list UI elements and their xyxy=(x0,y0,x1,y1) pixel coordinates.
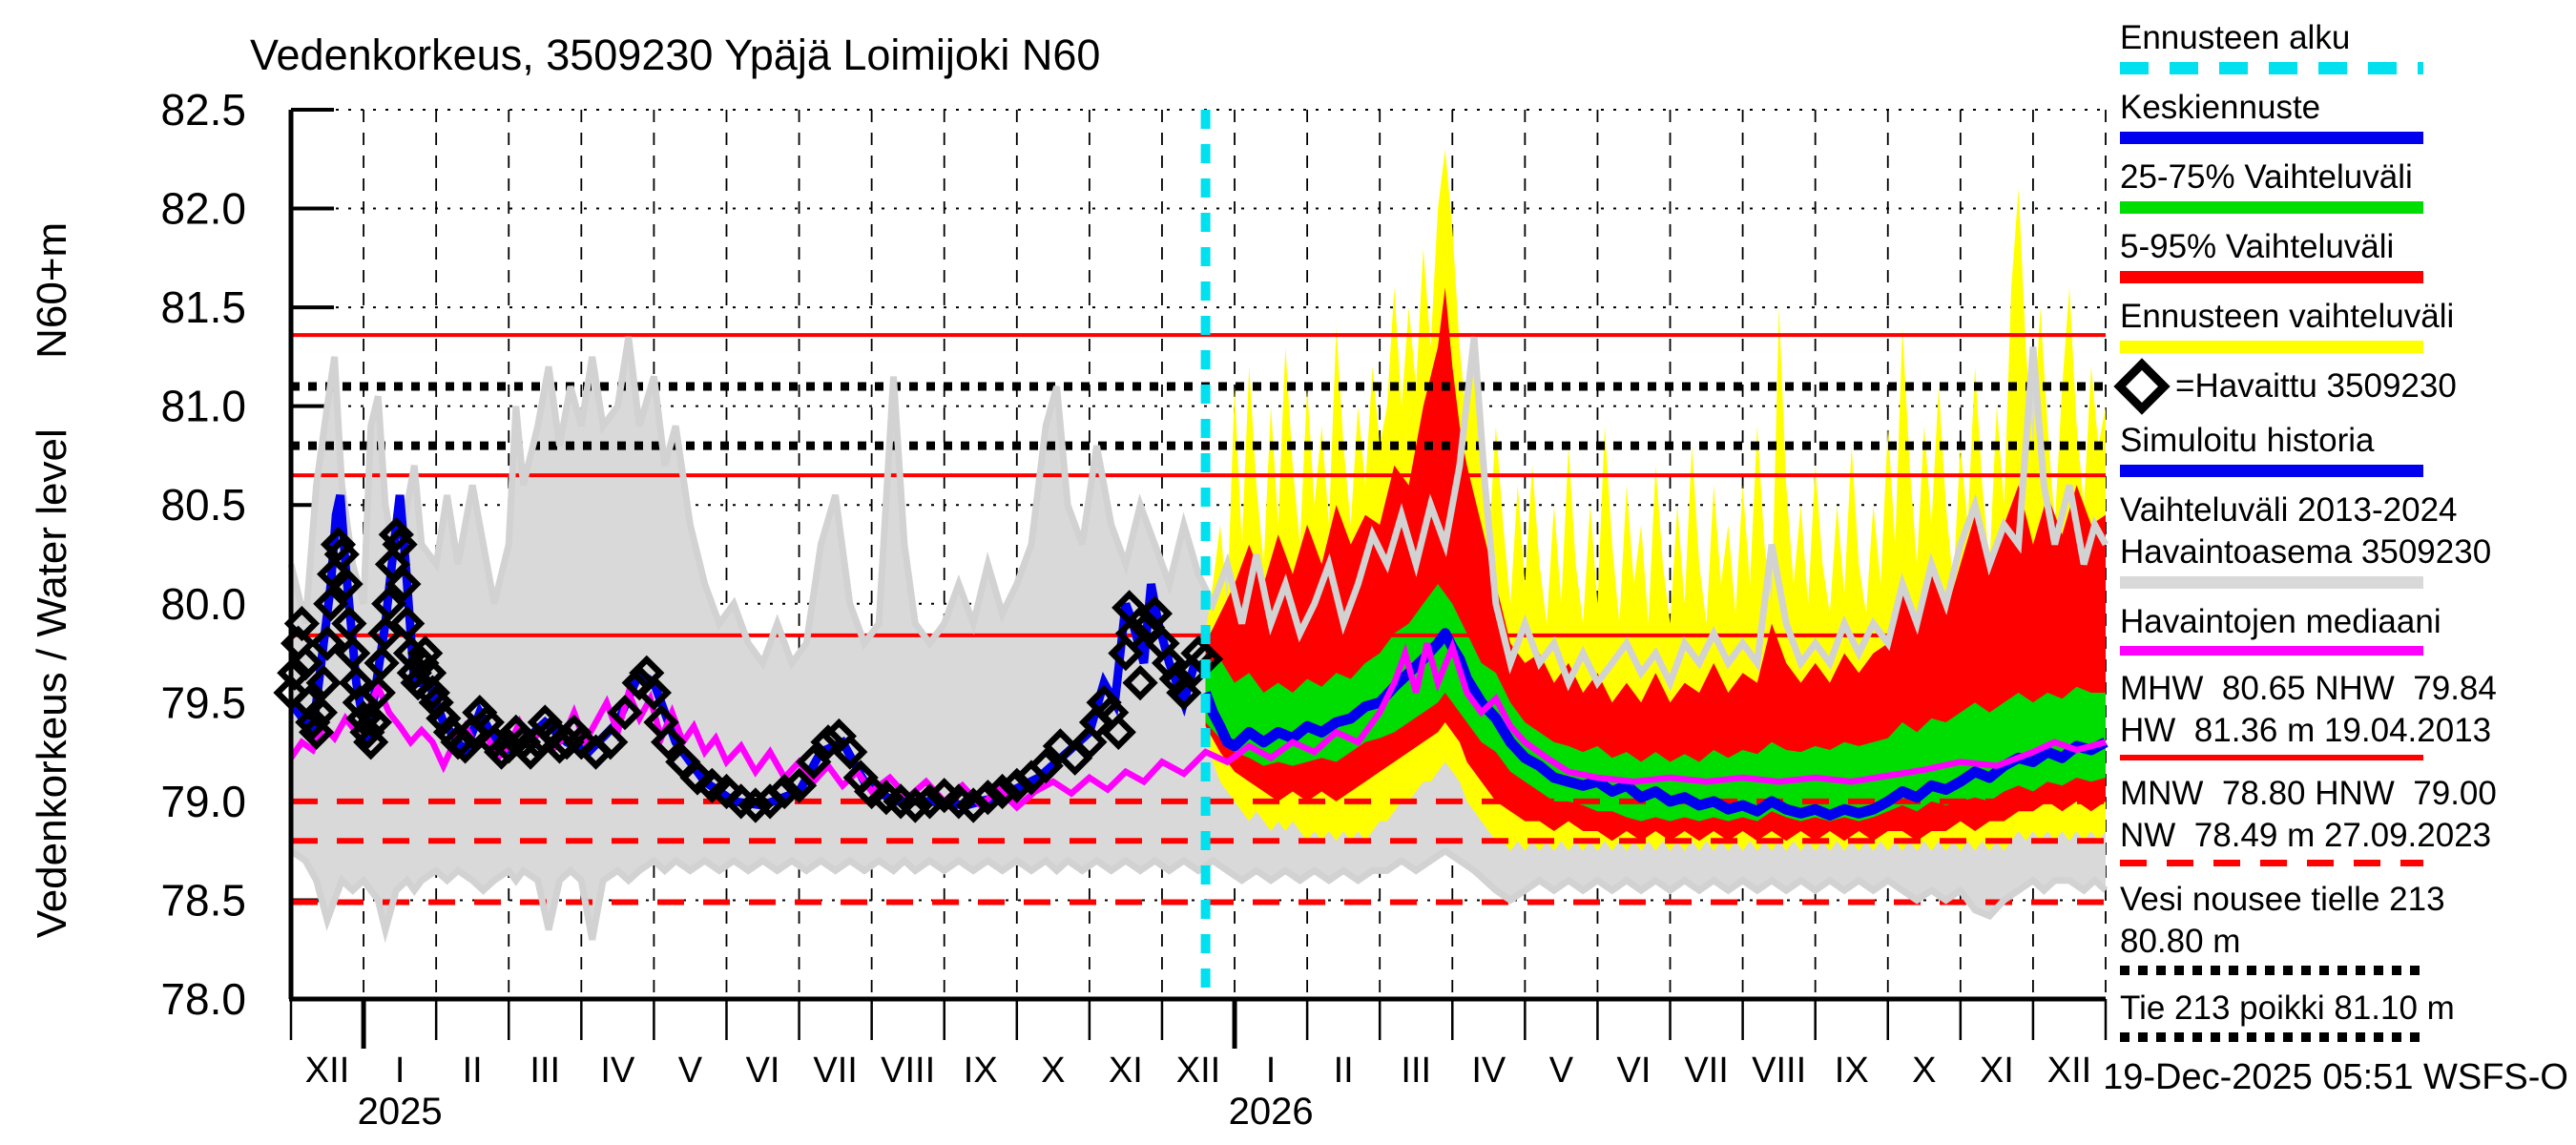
chart-title: Vedenkorkeus, 3509230 Ypäjä Loimijoki N6… xyxy=(250,31,1101,79)
legend-swatch-ennusteen-alku xyxy=(2120,62,2423,74)
svg-text:78.0: 78.0 xyxy=(160,974,246,1024)
svg-text:79.5: 79.5 xyxy=(160,677,246,727)
legend-label: Vaihteluväli 2013-2024 xyxy=(2120,491,2458,529)
svg-text:IV: IV xyxy=(1471,1051,1506,1091)
legend-item-keskiennuste: Keskiennuste xyxy=(2120,87,2568,144)
legend-item-vaihteluvali-5-95: 5-95% Vaihteluväli xyxy=(2120,226,2568,283)
legend-item-simuloitu-historia: Simuloitu historia xyxy=(2120,420,2568,477)
svg-text:79.0: 79.0 xyxy=(160,777,246,826)
legend-swatch-vaihteluvali-25-75 xyxy=(2120,201,2423,214)
svg-text:VII: VII xyxy=(813,1051,857,1091)
svg-text:VI: VI xyxy=(1617,1051,1652,1091)
legend-swatch-hw-levels xyxy=(2120,755,2423,760)
svg-text:78.5: 78.5 xyxy=(160,875,246,925)
legend-item-ennusteen-vaihteluvali: Ennusteen vaihteluväli xyxy=(2120,296,2568,353)
legend-label: MHW 80.65 NHW 79.84 xyxy=(2120,670,2497,707)
svg-text:82.0: 82.0 xyxy=(160,184,246,234)
timestamp: 19-Dec-2025 05:51 WSFS-O xyxy=(2103,1057,2568,1097)
svg-text:IX: IX xyxy=(1835,1051,1869,1091)
legend-label: 5-95% Vaihteluväli xyxy=(2120,228,2395,265)
legend-label: Ennusteen vaihteluväli xyxy=(2120,298,2455,335)
y-axis-title: Vedenkorkeus / Water level N60+m xyxy=(29,221,75,939)
svg-text:81.0: 81.0 xyxy=(160,382,246,431)
legend-label: Tie 213 poikki 81.10 m xyxy=(2120,989,2455,1027)
svg-text:III: III xyxy=(1401,1051,1431,1091)
legend-swatch-vaihteluvali-hist xyxy=(2120,576,2423,589)
legend-swatch-tie-poikki xyxy=(2120,1032,2423,1042)
svg-text:VI: VI xyxy=(746,1051,780,1091)
svg-text:I: I xyxy=(395,1051,405,1091)
legend-swatch-keskiennuste xyxy=(2120,132,2423,144)
svg-text:IX: IX xyxy=(964,1051,998,1091)
legend-swatch-nw-levels xyxy=(2120,860,2423,866)
legend-label-2: NW 78.49 m 27.09.2023 xyxy=(2120,817,2492,854)
legend-swatch-havaintojen-mediaani xyxy=(2120,646,2423,656)
svg-text:X: X xyxy=(1041,1051,1065,1091)
legend: Ennusteen alku Keskiennuste 25-75% Vaihtel… xyxy=(2113,17,2568,1054)
svg-text:IV: IV xyxy=(600,1051,635,1091)
legend-item-havaintojen-mediaani: Havaintojen mediaani xyxy=(2120,601,2568,656)
svg-text:V: V xyxy=(678,1051,703,1091)
legend-label: Havaintojen mediaani xyxy=(2120,603,2441,640)
legend-swatch-vaihteluvali-5-95 xyxy=(2120,271,2423,283)
legend-label: =Havaittu 3509230 xyxy=(2175,367,2457,405)
svg-text:XII: XII xyxy=(1176,1051,1220,1091)
svg-text:82.5: 82.5 xyxy=(160,85,246,135)
legend-swatch-vesi-nousee xyxy=(2120,966,2423,975)
svg-text:XII: XII xyxy=(305,1051,349,1091)
svg-text:80.0: 80.0 xyxy=(160,579,246,629)
svg-text:II: II xyxy=(463,1051,483,1091)
legend-label: Vesi nousee tielle 213 xyxy=(2120,881,2445,918)
legend-item-nw-levels: MNW 78.80 HNW 79.00 NW 78.49 m 27.09.2023 xyxy=(2120,773,2568,866)
svg-text:V: V xyxy=(1549,1051,1574,1091)
svg-text:2026: 2026 xyxy=(1229,1091,1314,1133)
svg-text:I: I xyxy=(1266,1051,1277,1091)
legend-item-hw-levels: MHW 80.65 NHW 79.84 HW 81.36 m 19.04.2013 xyxy=(2120,668,2568,760)
svg-text:VIII: VIII xyxy=(1752,1051,1806,1091)
svg-text:II: II xyxy=(1334,1051,1354,1091)
svg-text:XI: XI xyxy=(1109,1051,1143,1091)
svg-text:XI: XI xyxy=(1980,1051,2014,1091)
svg-text:XII: XII xyxy=(2047,1051,2091,1091)
legend-swatch-ennusteen-vaihteluvali xyxy=(2120,341,2423,353)
legend-label-2: HW 81.36 m 19.04.2013 xyxy=(2120,712,2492,749)
svg-text:VII: VII xyxy=(1684,1051,1728,1091)
legend-label-2: 80.80 m xyxy=(2120,923,2241,960)
legend-item-vaihteluvali-hist: Vaihteluväli 2013-2024 Havaintoasema 3509… xyxy=(2120,489,2568,589)
legend-item-vesi-nousee: Vesi nousee tielle 213 80.80 m xyxy=(2120,879,2568,975)
legend-label: 25-75% Vaihteluväli xyxy=(2120,158,2413,196)
svg-text:80.5: 80.5 xyxy=(160,480,246,530)
legend-label: Keskiennuste xyxy=(2120,89,2321,126)
diamond-icon xyxy=(2113,358,2171,415)
svg-text:81.5: 81.5 xyxy=(160,282,246,332)
legend-label: MNW 78.80 HNW 79.00 xyxy=(2120,775,2497,812)
legend-label-2: Havaintoasema 3509230 xyxy=(2120,533,2492,571)
legend-item-vaihteluvali-25-75: 25-75% Vaihteluväli xyxy=(2120,156,2568,214)
svg-text:2025: 2025 xyxy=(358,1091,443,1133)
legend-item-tie-poikki: Tie 213 poikki 81.10 m xyxy=(2120,988,2568,1042)
svg-text:III: III xyxy=(530,1051,560,1091)
svg-text:X: X xyxy=(1912,1051,1936,1091)
legend-item-ennusteen-alku: Ennusteen alku xyxy=(2120,17,2568,74)
legend-swatch-simuloitu-historia xyxy=(2120,465,2423,477)
legend-label: Ennusteen alku xyxy=(2120,19,2351,56)
legend-item-havaittu: =Havaittu 3509230 xyxy=(2113,358,2568,415)
svg-text:VIII: VIII xyxy=(881,1051,935,1091)
legend-label: Simuloitu historia xyxy=(2120,422,2375,459)
